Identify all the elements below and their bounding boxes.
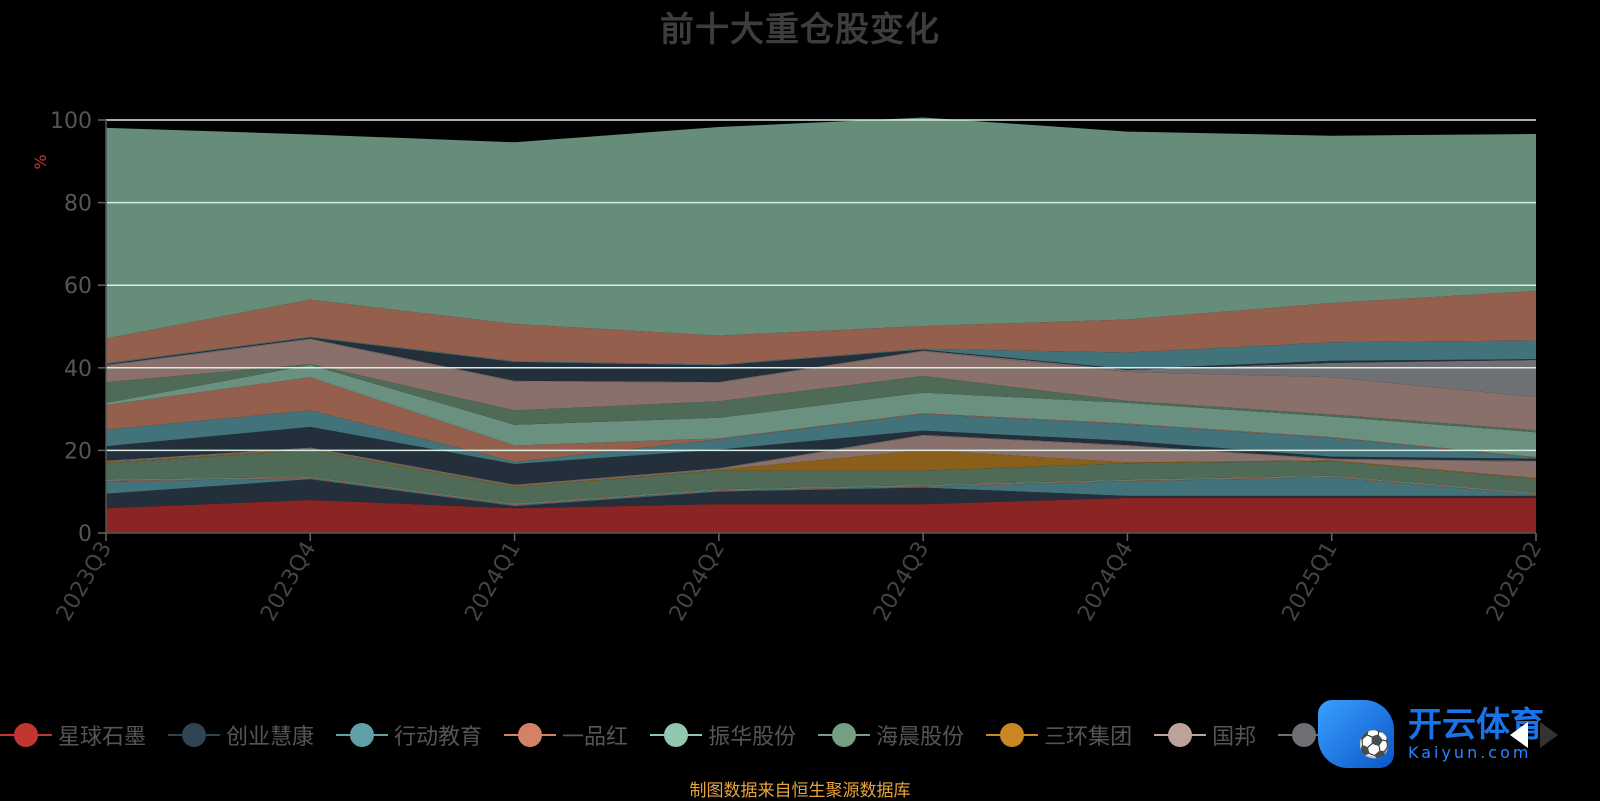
legend-label: 海晨股份 — [876, 725, 965, 750]
watermark-site: Kaiyun.com — [1408, 742, 1532, 762]
x-tick-label: 2024Q2 — [665, 538, 730, 626]
kaiyun-logo-icon — [1318, 700, 1394, 768]
stacked-area-chart: 0 20 40 60 80 100% 2023Q3 2023Q4 2024Q1 2024Q2 202… — [31, 109, 1547, 626]
legend-marker-icon — [818, 722, 871, 748]
y-tick-label: 40 — [64, 357, 92, 382]
x-tick-label: 2024Q3 — [869, 538, 934, 626]
area-series-2 — [106, 477, 1536, 507]
area-series-7 — [106, 435, 1536, 487]
x-tick-label: 2024Q4 — [1073, 538, 1138, 626]
area-series-18 — [106, 290, 1536, 365]
source-note: 制图数据来自恒生聚源数据库 — [689, 781, 911, 801]
legend-label: 国邦 — [1212, 725, 1257, 750]
legend-pager — [1498, 722, 1558, 748]
legend-marker-icon — [0, 722, 52, 748]
x-tick-label: 2023Q3 — [52, 538, 117, 626]
area-series-4 — [106, 475, 1536, 505]
legend-item[interactable]: 创业慧康 — [168, 719, 314, 751]
area-series-12 — [106, 364, 1536, 458]
chevron-left-icon[interactable] — [1510, 722, 1528, 748]
area-series-19 — [106, 117, 1536, 339]
legend-label: 星球石墨 — [58, 725, 147, 750]
legend-marker-icon — [504, 722, 557, 748]
area-series-1 — [106, 479, 1536, 509]
x-tick-label: 2024Q1 — [460, 538, 525, 626]
area-series-6 — [106, 449, 1536, 488]
y-tick-label: 100 — [50, 109, 92, 134]
area-series-0 — [106, 497, 1536, 533]
legend-marker-icon — [650, 722, 703, 748]
area-series-17 — [106, 336, 1536, 370]
area-series-16 — [106, 337, 1536, 382]
legend-label: 行动教育 — [394, 725, 483, 750]
legend-item[interactable]: 一品红 — [504, 719, 628, 751]
legend-marker-icon — [336, 722, 389, 748]
area-series-9 — [106, 426, 1536, 485]
legend: 星球石墨 创业慧康 行动教育 一品红 振华股份 海晨股份 三环集团 国邦 — [0, 718, 1600, 752]
x-tick-label: 2025Q1 — [1278, 538, 1343, 626]
area-series-14 — [106, 339, 1536, 431]
legend-item[interactable] — [1278, 722, 1336, 748]
y-tick-label: 20 — [64, 439, 92, 464]
legend-marker-icon — [1154, 722, 1207, 748]
legend-marker-icon — [168, 722, 221, 748]
legend-label: 振华股份 — [708, 725, 797, 750]
chevron-right-icon[interactable] — [1540, 722, 1558, 748]
legend-item[interactable]: 行动教育 — [336, 719, 482, 751]
area-series-13 — [106, 364, 1536, 433]
x-tick-label: 2025Q2 — [1482, 538, 1547, 626]
legend-marker-icon — [1278, 722, 1331, 748]
legend-label: 一品红 — [562, 725, 629, 750]
legend-marker-icon — [986, 722, 1039, 748]
legend-label: 三环集团 — [1044, 725, 1133, 750]
chart-title: 前十大重仓股变化 — [660, 10, 940, 50]
legend-item[interactable]: 星球石墨 — [0, 719, 146, 751]
y-tick-label: 60 — [64, 274, 92, 299]
y-tick-label: 80 — [64, 192, 92, 217]
legend-item[interactable]: 国邦 — [1154, 719, 1256, 751]
legend-item[interactable]: 三环集团 — [986, 719, 1132, 751]
y-axis-label: % — [31, 154, 50, 169]
y-tick-label: 0 — [78, 522, 92, 547]
legend-item[interactable]: 振华股份 — [650, 719, 796, 751]
area-series-5 — [106, 449, 1536, 504]
legend-label: 创业慧康 — [226, 725, 315, 750]
legend-item[interactable]: 海晨股份 — [818, 719, 964, 751]
area-series-3 — [106, 476, 1536, 506]
x-tick-label: 2023Q4 — [256, 538, 321, 626]
area-series-11 — [106, 377, 1536, 462]
